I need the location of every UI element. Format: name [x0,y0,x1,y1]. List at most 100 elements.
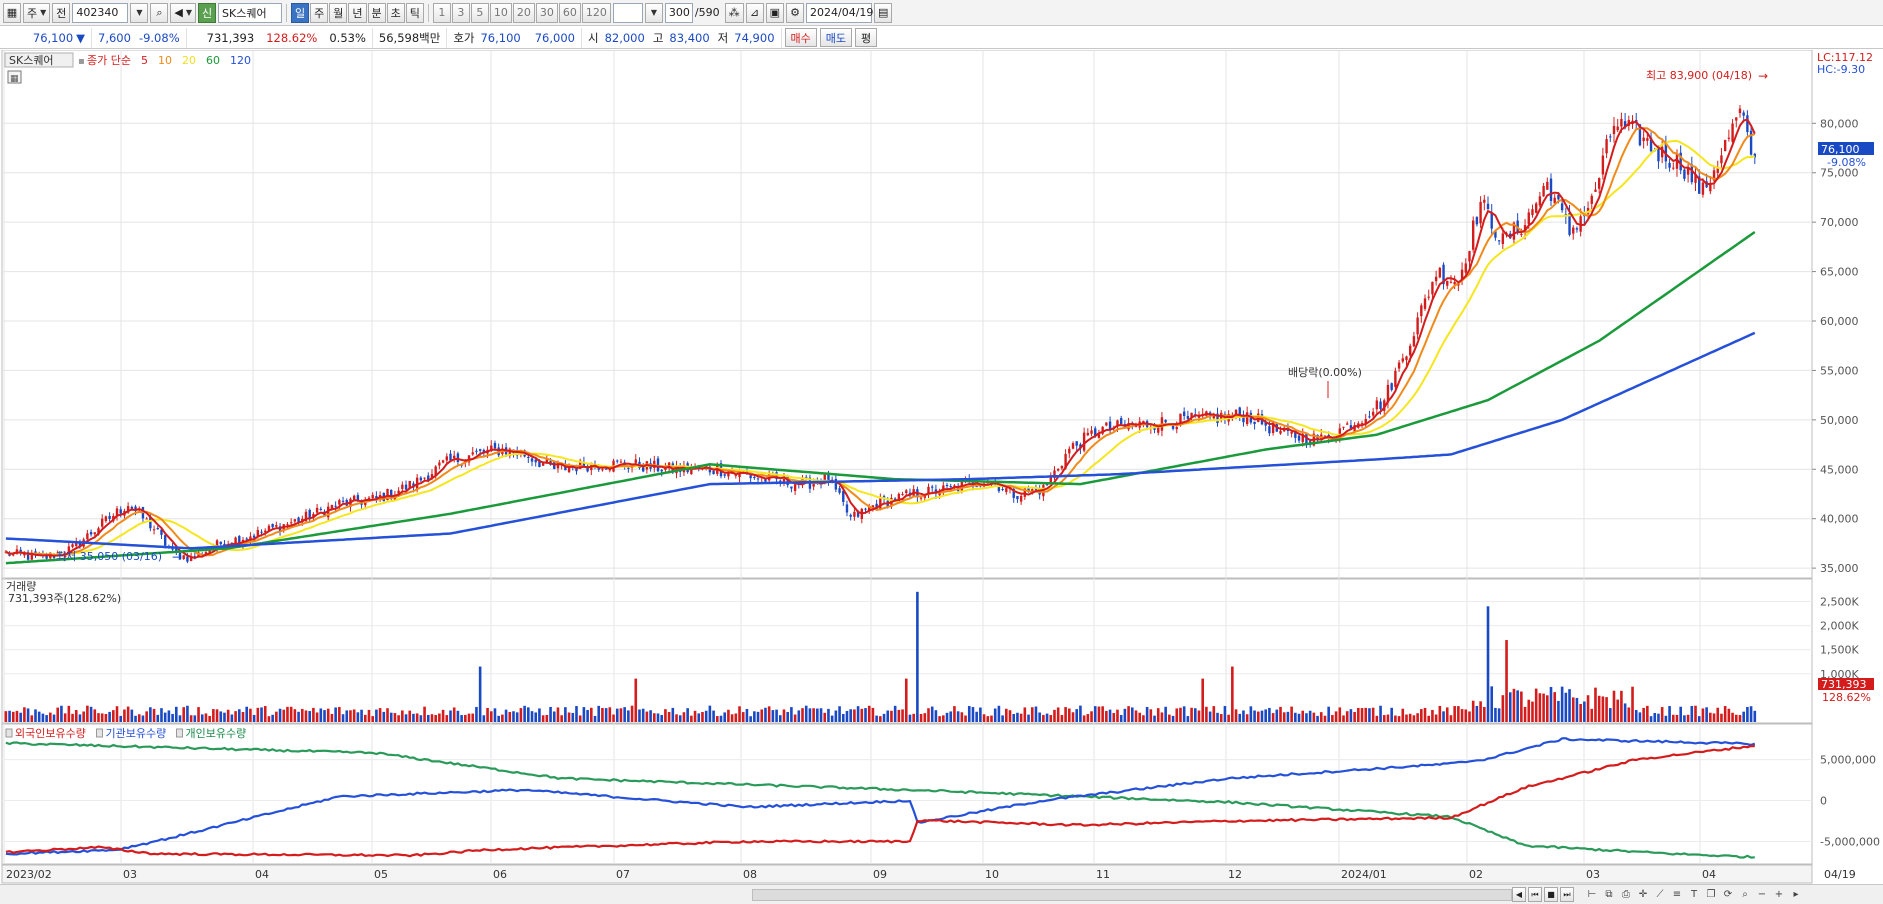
candle-body [1386,384,1390,403]
interval-button-3[interactable]: 3 [451,2,470,23]
volume-bar [871,707,875,722]
ruler-button[interactable]: ⊿ [745,2,764,23]
volume-bar [467,713,471,722]
interval-dropdown-button[interactable]: ▼ [644,2,663,23]
date-input[interactable]: 2024/04/19 [806,2,873,23]
trendline-icon[interactable]: ⟋ [1656,889,1664,900]
date-tick-label: 05 [374,868,388,881]
grid-toggle-icon[interactable] [7,70,22,84]
candle-body [1071,443,1075,449]
settings-button[interactable]: ⚙ [786,2,805,23]
candle-body [1709,182,1712,192]
volume-bar [1308,710,1312,722]
candle-body [1501,233,1505,245]
volume-bar [1460,709,1464,722]
evaluate-button[interactable]: 평 [855,28,878,47]
volume-bar [204,713,208,722]
candle-body [1679,152,1682,171]
period-tab-2[interactable]: 월 [329,2,348,23]
volume-bar [256,707,260,722]
window-menu-icon[interactable]: ▦ [3,2,21,23]
interval-button-30[interactable]: 30 [535,2,558,23]
price-pane[interactable] [1,50,1813,579]
volume-bar [1005,708,1008,722]
window-icon[interactable]: ❐ [1706,889,1716,900]
period-select[interactable]: 주 ▼ [23,2,51,23]
interval-custom-input[interactable] [612,2,643,23]
buy-button[interactable]: 매수 [784,28,817,47]
volume-tick-label: 2,000K [1820,620,1859,633]
volume-bar [197,707,200,722]
volume-bar [1653,712,1657,722]
interval-button-20[interactable]: 20 [512,2,535,23]
print-icon[interactable]: ⎙ [1622,889,1630,900]
volume-bar [74,709,78,722]
candle-body [1612,125,1616,135]
text-tool-icon[interactable]: T [1690,889,1698,900]
sound-button[interactable]: ◀ ▼ [170,2,197,23]
volume-bar [1390,707,1393,722]
zoom-search-icon[interactable]: ⌕ [1742,889,1748,900]
volume-ratio: 128.62% [266,30,318,45]
period-tab-0[interactable]: 일 [291,2,310,23]
stop-icon[interactable]: ■ [1544,887,1558,902]
date-tick-label: 2024/01 [1341,868,1387,881]
volume-bar [1197,710,1201,722]
sync-icon[interactable]: ⟳ [1723,889,1733,900]
candle-body [386,489,389,501]
more-icon[interactable]: ▸ [1793,889,1799,900]
link-button[interactable]: ⁂ [724,2,744,23]
zoom-range-icon[interactable]: ⊢ [1587,889,1597,900]
stock-name-field[interactable]: SK스퀘어 [218,2,283,23]
candle-body [1694,173,1697,183]
interval-button-10[interactable]: 10 [489,2,512,23]
jeon-button[interactable]: 전 [52,2,71,23]
search-button[interactable]: ⌕ [150,2,169,23]
zoom-in-icon[interactable]: + [1774,889,1784,900]
sell-button[interactable]: 매도 [819,28,853,47]
period-tab-4[interactable]: 분 [367,2,386,23]
bar-count-input[interactable]: 300 [664,2,693,23]
period-tab-3[interactable]: 년 [348,2,367,23]
crosshair-icon[interactable]: ✛ [1638,889,1648,900]
candle-body [1701,182,1705,195]
chart-scrollbar[interactable]: ◀ ⏮ ■ ⏭ ⊢ ⧉ ⎙ ✛ ⟋ ≡ T ❐ ⟳ ⌕ − + ▸ [0,884,1883,904]
volume-bar [426,714,430,722]
code-dropdown-button[interactable]: ▼ [130,2,149,23]
candle-body [1546,181,1549,190]
first-page-icon[interactable]: ⏮ [1528,887,1542,902]
volume-bar [1579,704,1582,722]
volume-bar [1294,712,1297,722]
candle-body [834,478,838,490]
date-tick-label: 02 [1469,868,1483,881]
period-tab-1[interactable]: 주 [310,2,329,23]
candle-body [1157,427,1160,433]
volume-bar [52,714,56,722]
current-price-marker-pct: -9.08% [1827,156,1866,169]
candle-body [1045,484,1049,486]
gear-icon[interactable]: ▪ [78,56,85,67]
last-page-icon[interactable]: ⏭ [1560,887,1574,902]
save-button[interactable]: ▣ [765,2,785,23]
interval-button-60[interactable]: 60 [558,2,581,23]
candle-body [1616,126,1619,131]
scrollbar-thumb[interactable] [752,889,1512,901]
candle-body [582,461,586,468]
interval-button-1[interactable]: 1 [432,2,451,23]
fibo-icon[interactable]: ≡ [1672,889,1682,900]
bar-count-value: 300 [668,6,690,19]
scroll-left-icon[interactable]: ◀ [1512,887,1526,902]
volume-bar [119,715,123,722]
volume-bar [912,713,915,722]
volume-bar [986,716,990,722]
stock-code-input[interactable]: 402340 [72,2,129,23]
calendar-button[interactable]: ▤ [874,2,893,23]
period-tab-5[interactable]: 초 [386,2,405,23]
interval-button-5[interactable]: 5 [470,2,489,23]
volume-bar [960,712,964,722]
zoom-out-icon[interactable]: − [1757,889,1767,900]
period-tab-6[interactable]: 틱 [405,2,424,23]
stock-chart[interactable]: 80,000 75,000 70,000 65,000 60,000 55,000 50,0… [0,50,1883,884]
copy-icon[interactable]: ⧉ [1605,889,1613,900]
interval-button-120[interactable]: 120 [581,2,611,23]
